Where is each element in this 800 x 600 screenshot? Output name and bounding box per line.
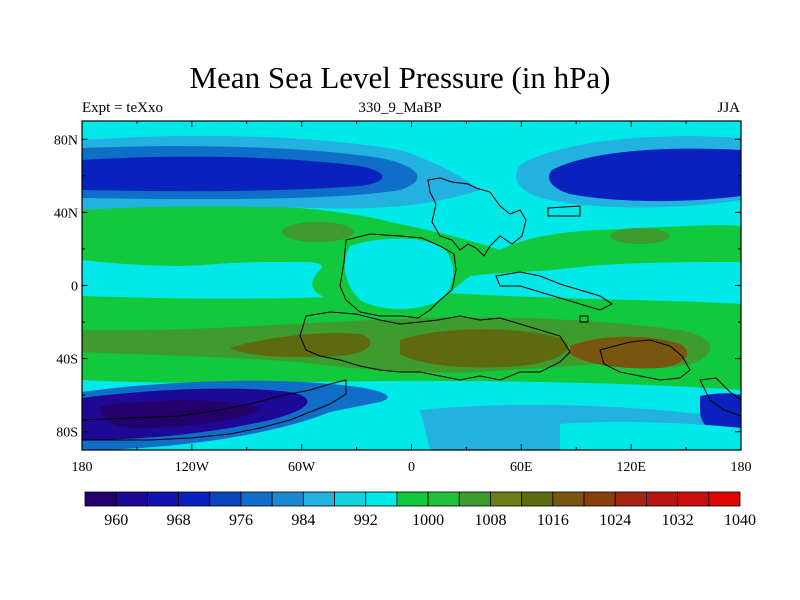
colorbar-label: 984 <box>291 512 315 529</box>
colorbar-swatch <box>427 491 460 507</box>
coastline-island-small <box>579 315 589 323</box>
y-tick-label: 80S <box>56 426 78 441</box>
colorbar-swatch <box>677 491 710 507</box>
x-tick-label: 0 <box>408 460 415 475</box>
colorbar-swatch <box>115 491 148 507</box>
colorbar-label: 1024 <box>599 512 631 529</box>
field-contour-north-blue <box>82 156 383 192</box>
coastline-australian-continent <box>599 339 691 381</box>
colorbar-label: 1016 <box>537 512 569 529</box>
colorbar-swatch <box>84 491 117 507</box>
colorbar-swatch <box>708 491 741 507</box>
field-contour-south-cyan-east <box>560 421 741 450</box>
x-tick-label: 60W <box>288 460 316 475</box>
x-tick-label: 180 <box>731 460 752 475</box>
coastline-northern-continent <box>427 177 527 257</box>
colorbar-swatch <box>458 491 491 507</box>
colorbar-swatch <box>396 491 429 507</box>
x-tick-label: 120W <box>175 460 210 475</box>
field-contour-olive-asia <box>610 228 670 244</box>
field-contour-south-darknavy <box>100 400 260 428</box>
colorbar-swatch <box>552 491 585 507</box>
period-label: 330_9_MaBP <box>358 100 442 116</box>
colorbar-label: 1008 <box>474 512 506 529</box>
field-contour-olive-sam <box>230 332 371 358</box>
y-tick-label: 40S <box>56 353 78 368</box>
colorbar-swatch <box>271 491 304 507</box>
colorbar-swatch <box>490 491 523 507</box>
colorbar-label: 968 <box>167 512 191 529</box>
coastline-east-margin <box>699 377 741 417</box>
y-tick-label: 40N <box>54 206 78 221</box>
colorbar-label: 1000 <box>412 512 444 529</box>
coastlines <box>82 177 741 441</box>
colorbar-swatch <box>646 491 679 507</box>
colorbar-label: 1032 <box>662 512 694 529</box>
coastline-island-north <box>547 205 581 217</box>
colorbar-swatch <box>240 491 273 507</box>
colorbar-swatch <box>209 491 242 507</box>
chart-title: Mean Sea Level Pressure (in hPa) <box>189 60 611 95</box>
x-tick-label: 120E <box>616 460 646 475</box>
colorbar-label: 1040 <box>724 512 756 529</box>
field-contour-olive-africa <box>400 329 568 368</box>
field-contour-brown-aus <box>570 336 688 369</box>
colorbar-swatch <box>178 491 211 507</box>
colorbar-swatch <box>146 491 179 507</box>
coastline-southern-continent <box>299 311 571 381</box>
colorbar-label: 976 <box>229 512 253 529</box>
x-tick-label: 180 <box>72 460 93 475</box>
x-tick-label: 60E <box>510 460 533 475</box>
pressure-field <box>82 121 741 450</box>
colorbar-swatch <box>583 491 616 507</box>
colorbar-swatch <box>302 491 335 507</box>
coastline-equatorial-continent <box>339 233 457 319</box>
y-tick-label: 80N <box>54 133 78 148</box>
field-contour-north-blue-east <box>549 148 741 202</box>
colorbar-swatch <box>521 491 554 507</box>
coastline-antarctic-margin <box>82 379 347 441</box>
experiment-label: Expt = teXxo <box>82 100 163 116</box>
coastline-island-arc <box>495 271 613 311</box>
y-tick-label: 0 <box>71 280 78 295</box>
colorbar-label: 960 <box>104 512 128 529</box>
season-label: JJA <box>717 100 740 116</box>
colorbar-swatch <box>614 491 647 507</box>
colorbar-swatch <box>334 491 367 507</box>
colorbar-label: 992 <box>354 512 378 529</box>
field-contour-olive-na <box>282 222 354 242</box>
colorbar-swatch <box>365 491 398 507</box>
field-contour-equatorial-cyan <box>344 238 454 309</box>
